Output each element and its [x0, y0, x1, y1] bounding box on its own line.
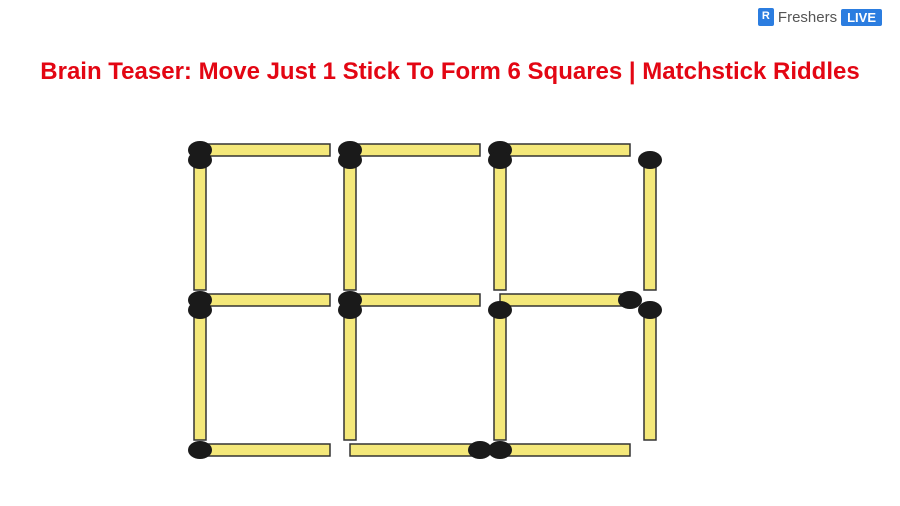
- logo-icon: [758, 8, 774, 26]
- puzzle-title: Brain Teaser: Move Just 1 Stick To Form …: [0, 58, 900, 86]
- brand-logo: Freshers LIVE: [758, 8, 882, 26]
- matchstick-puzzle: [180, 130, 720, 490]
- logo-live-badge: LIVE: [841, 9, 882, 26]
- logo-brand-text: Freshers: [778, 9, 837, 26]
- puzzle-svg: [180, 130, 720, 490]
